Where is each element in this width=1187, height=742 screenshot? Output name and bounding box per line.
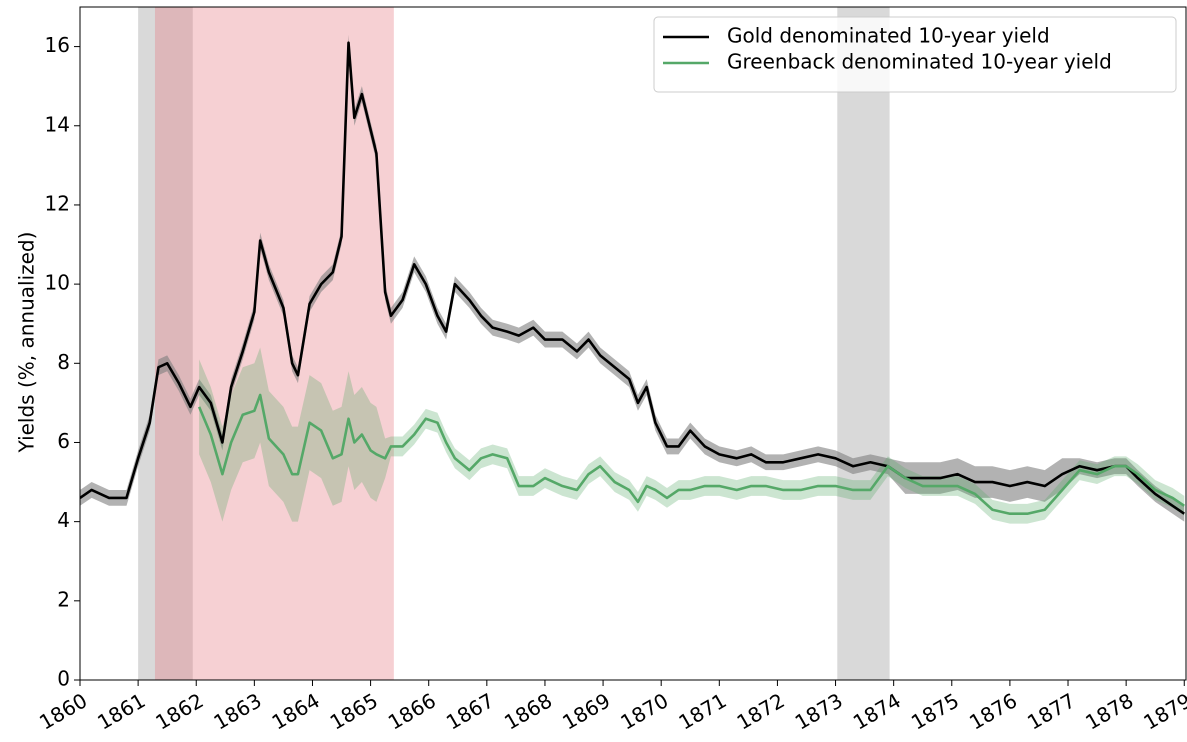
x-tick-label: 1865 [326,688,382,734]
x-tick-label: 1867 [442,688,498,734]
y-tick-label: 14 [45,112,70,136]
x-tick-label: 1875 [907,688,963,734]
x-tick-label: 1864 [268,688,324,734]
x-tick-label: 1874 [849,688,905,734]
x-tick-label: 1878 [1081,688,1137,734]
y-tick-label: 0 [57,667,70,691]
x-tick-label: 1863 [210,688,266,734]
x-tick-label: 1861 [93,688,149,734]
confidence-band [199,347,1185,524]
x-tick-label: 1866 [384,688,440,734]
y-tick-label: 6 [57,429,70,453]
y-tick-label: 12 [45,191,70,215]
axes-frame [79,6,1187,681]
legend: Gold denominated 10-year yieldGreenback … [653,16,1177,93]
x-tick-label: 1862 [151,688,207,734]
y-tick-label: 2 [57,587,70,611]
y-tick-label: 4 [57,508,70,532]
shaded-region [138,7,193,680]
series-line [197,393,1185,516]
x-tick-label: 1860 [35,688,91,734]
y-tick-label: 8 [57,350,70,374]
y-axis-label: Yields (%, annualized) [15,232,39,454]
shaded-region [837,7,890,680]
y-tick-label: 10 [45,271,70,295]
x-tick-label: 1868 [500,688,556,734]
x-tick-label: 1869 [558,688,614,734]
x-tick-label: 1873 [791,688,847,734]
x-tick-label: 1876 [965,688,1021,734]
x-tick-label: 1872 [733,688,789,734]
x-tick-label: 1871 [674,688,730,734]
x-tick-label: 1870 [616,688,672,734]
x-tick-label: 1879 [1139,688,1187,734]
x-tick-label: 1877 [1023,688,1079,734]
y-tick-label: 16 [45,33,70,57]
legend-label: Gold denominated 10-year yield [727,24,1050,48]
confidence-band [80,34,1185,522]
legend-label: Greenback denominated 10-year yield [727,50,1112,74]
series-line [80,41,1185,515]
plot-area [80,7,1185,680]
legend-box [653,16,1177,93]
